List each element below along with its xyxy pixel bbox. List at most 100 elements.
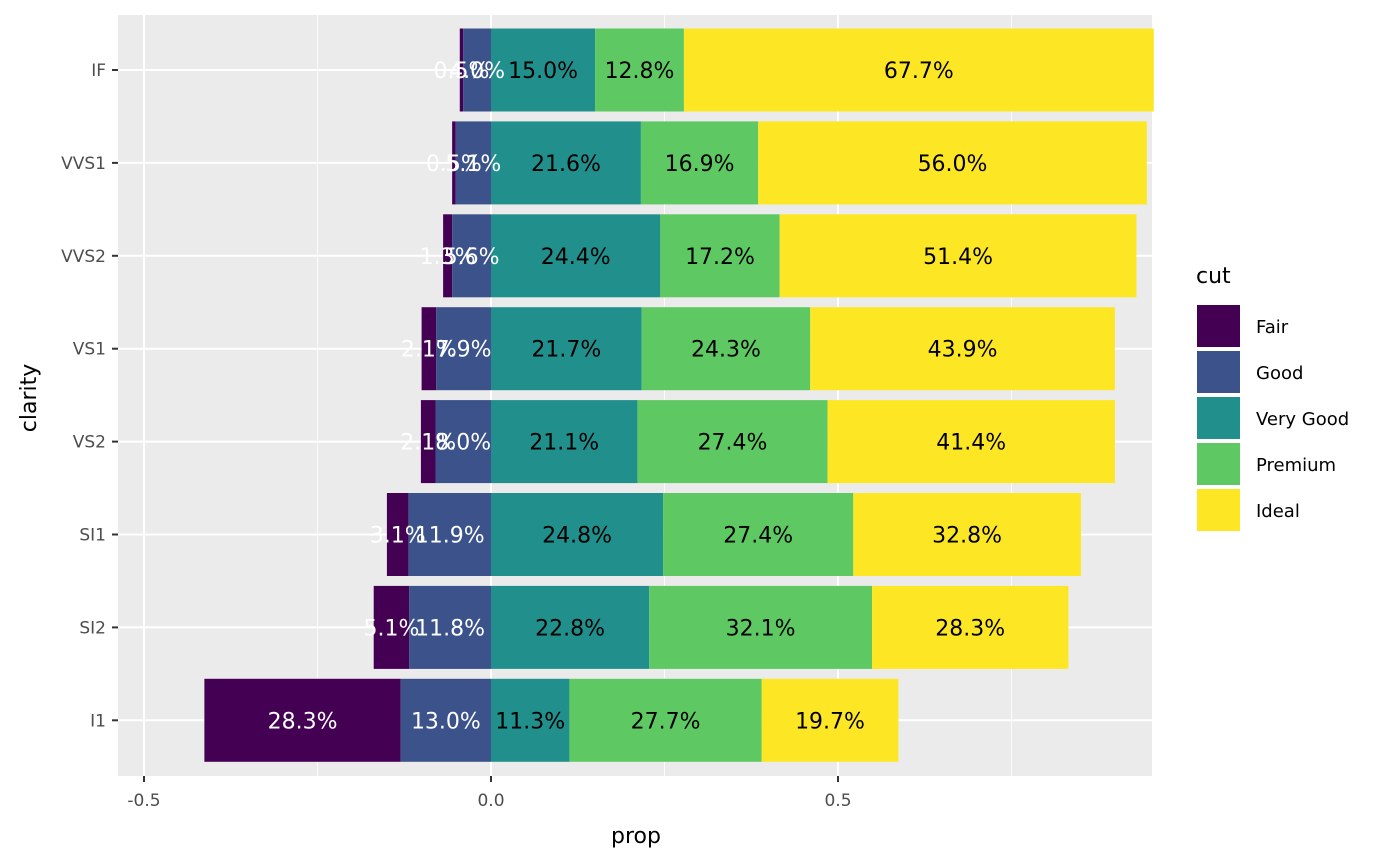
y-tick-label: VS1	[73, 340, 106, 360]
bar-segment-very-good-i1	[491, 678, 570, 762]
bar-segment-good-vs1	[436, 307, 491, 391]
data-label: 11.8%	[415, 616, 485, 641]
data-label: 24.8%	[542, 524, 612, 549]
bar-segment-fair-vvs2	[443, 214, 453, 298]
data-label: 22.8%	[535, 616, 605, 641]
data-label: 28.3%	[268, 709, 338, 734]
y-tick-label: VVS2	[61, 247, 106, 267]
data-label: 43.9%	[928, 338, 998, 363]
data-label: 12.8%	[605, 59, 675, 84]
data-label: 17.2%	[685, 245, 755, 270]
bar-segment-fair-si2	[373, 585, 410, 669]
x-tick-label: 0.5	[824, 791, 851, 811]
data-label: 5.6%	[444, 245, 500, 270]
data-label: 56.0%	[918, 152, 988, 177]
bar-segment-very-good-si2	[491, 585, 650, 669]
data-label: 28.3%	[935, 616, 1005, 641]
x-axis: -0.5 0.0 0.5	[127, 776, 852, 811]
bar-segment-very-good-vvs1	[491, 121, 641, 205]
data-label: 21.7%	[531, 338, 601, 363]
data-label: 27.4%	[723, 524, 793, 549]
bar-segment-ideal-if	[683, 28, 1154, 112]
data-label: 32.8%	[932, 524, 1002, 549]
data-label: 67.7%	[884, 59, 954, 84]
data-label: 3.1%	[370, 524, 426, 549]
data-label: 0.5%	[434, 59, 490, 84]
data-label: 15.0%	[508, 59, 578, 84]
data-label: 7.9%	[436, 338, 492, 363]
legend-label: Very Good	[1256, 409, 1349, 430]
data-label: 0.5%	[426, 152, 482, 177]
legend-key-good	[1195, 349, 1242, 395]
legend-key-ideal	[1195, 487, 1242, 533]
y-tick-label: I1	[90, 711, 106, 731]
bar-segment-good-vvs2	[452, 214, 491, 298]
legend-key-fair	[1195, 303, 1242, 349]
legend-label: Premium	[1256, 455, 1336, 476]
bar-segment-premium-si2	[649, 585, 873, 669]
bar-segment-ideal-vs1	[810, 307, 1115, 391]
data-label: 11.3%	[495, 709, 565, 734]
legend: cut Fair Good Very Good Premium Ideal	[1195, 264, 1349, 533]
bar-segment-good-vvs1	[455, 121, 491, 205]
bar-segment-good-i1	[400, 678, 491, 762]
bar-segment-fair-vvs1	[452, 121, 456, 205]
data-label: 8.0%	[435, 431, 491, 456]
bar-segment-good-si2	[409, 585, 491, 669]
legend-key-very-good	[1195, 395, 1242, 441]
data-label: 2.1%	[401, 338, 457, 363]
data-label: 5.1%	[363, 616, 419, 641]
data-label: 51.4%	[923, 245, 993, 270]
bar-segment-fair-vs2	[420, 400, 436, 484]
data-label: 41.4%	[936, 431, 1006, 456]
bar-segment-ideal-vs2	[827, 400, 1115, 484]
bar-segment-ideal-i1	[761, 678, 899, 762]
bar-segment-ideal-vvs1	[758, 121, 1147, 205]
data-label: 21.6%	[531, 152, 601, 177]
bar-segment-premium-vvs1	[640, 121, 759, 205]
bar-segment-very-good-vs1	[491, 307, 642, 391]
data-label: 19.7%	[795, 709, 865, 734]
bar-segment-fair-i1	[204, 678, 401, 762]
bar-segment-good-si1	[408, 493, 491, 576]
bar-segment-fair-if	[459, 28, 464, 112]
data-label: 24.4%	[541, 245, 611, 270]
bar-segment-very-good-vvs2	[491, 214, 661, 298]
x-tick-label: -0.5	[127, 791, 160, 811]
bar-segment-very-good-si1	[491, 493, 664, 576]
bar-segment-premium-if	[595, 28, 684, 112]
segment-labels-layer: 0.5%4.0% 15.0% 12.8% 67.7%0.5%5.1% 21.6% 16.9…	[268, 59, 1007, 734]
data-label: 32.1%	[726, 616, 796, 641]
data-label: 11.9%	[415, 524, 485, 549]
bar-segment-premium-i1	[569, 678, 762, 762]
bar-segment-ideal-vvs2	[779, 214, 1137, 298]
bar-segment-good-vs2	[435, 400, 491, 484]
y-tick-label: IF	[91, 61, 106, 81]
x-tick-label: 0.0	[477, 791, 504, 811]
legend-label: Good	[1256, 363, 1303, 384]
bar-segment-good-if	[463, 28, 491, 112]
data-label: 1.3%	[420, 245, 476, 270]
legend-label: Fair	[1256, 317, 1289, 338]
data-label: 16.9%	[665, 152, 735, 177]
y-axis: IF VVS1 VVS2 VS1 VS2 SI1 SI2 I1	[61, 61, 118, 731]
y-tick-label: VVS1	[61, 154, 106, 174]
data-label: 27.7%	[631, 709, 701, 734]
x-axis-title: prop	[611, 824, 661, 849]
y-tick-label: SI1	[79, 526, 106, 546]
data-label: 5.1%	[445, 152, 501, 177]
legend-title: cut	[1196, 264, 1231, 289]
bar-segment-premium-si1	[663, 493, 854, 576]
bar-segment-ideal-si1	[853, 493, 1081, 576]
data-label: 21.1%	[529, 431, 599, 456]
data-label: 24.3%	[691, 338, 761, 363]
bar-segment-very-good-vs2	[491, 400, 638, 484]
bar-segment-premium-vs1	[641, 307, 811, 391]
y-tick-label: VS2	[73, 433, 106, 453]
legend-key-premium	[1195, 441, 1242, 487]
y-axis-title: clarity	[17, 364, 42, 433]
bars-layer	[204, 28, 1154, 762]
bar-segment-very-good-if	[491, 28, 596, 112]
data-label: 2.1%	[400, 431, 456, 456]
data-label: 13.0%	[411, 709, 481, 734]
